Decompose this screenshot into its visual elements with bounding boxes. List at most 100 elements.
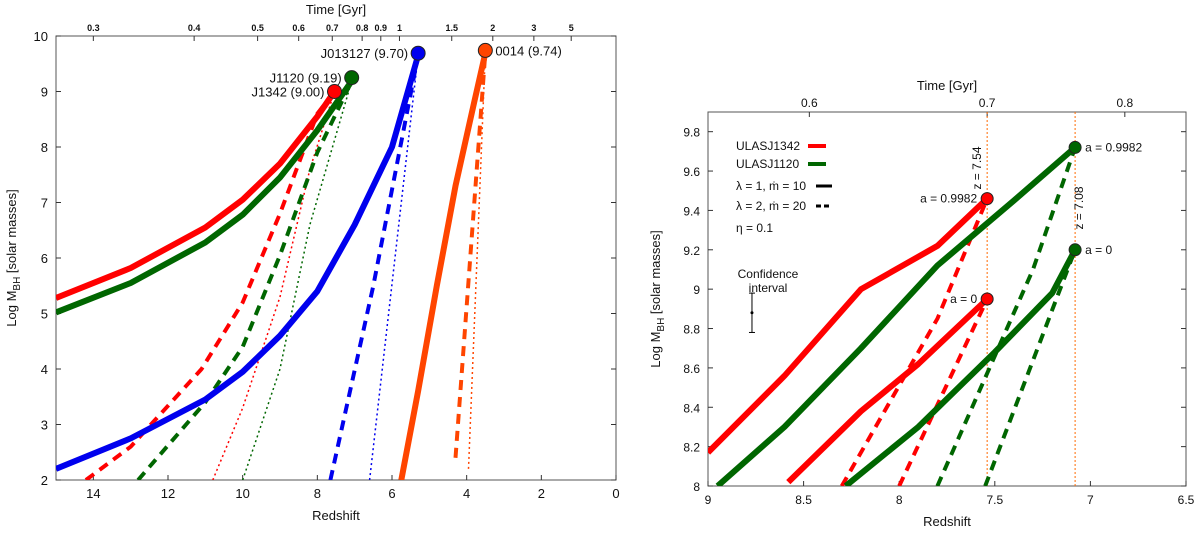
eta-label: η = 0.1 <box>736 221 773 235</box>
y-tick-label: 8 <box>693 480 700 494</box>
x-tick-label: 6.5 <box>1178 493 1195 507</box>
confidence-label: interval <box>749 281 788 295</box>
y-axis-label-sub: BH <box>12 277 23 291</box>
legend-style-label: λ = 2, ṁ = 20 <box>736 199 806 213</box>
series-line-dashed <box>328 55 421 480</box>
marker-label: J1342 (9.00) <box>252 85 325 100</box>
top-tick-label: 0.5 <box>251 23 264 33</box>
marker-label: a = 0 <box>1085 243 1112 257</box>
x-tick-label: 2 <box>538 486 545 501</box>
x-axis-label: Redshift <box>923 514 971 529</box>
series-line-solid <box>708 196 990 455</box>
data-marker <box>477 42 493 58</box>
series-line-dotted <box>212 91 336 480</box>
legend-style-label: λ = 1, ṁ = 10 <box>736 179 806 193</box>
plot-frame <box>707 111 1187 487</box>
data-marker <box>980 192 994 206</box>
series-line-solid <box>56 54 421 472</box>
data-marker <box>980 292 994 306</box>
y-tick-label: 9 <box>693 283 700 297</box>
series-line-dashed <box>897 298 989 486</box>
y-axis-label-tail: [solar masses] <box>648 230 663 317</box>
x-tick-label: 8 <box>314 486 321 501</box>
data-marker <box>327 84 343 99</box>
y-tick-label: 8.6 <box>683 362 700 376</box>
x-tick-label: 8 <box>896 493 903 507</box>
series-line-solid <box>786 296 990 485</box>
y-axis-label-main: Log M <box>648 332 663 368</box>
y-tick-label: 9 <box>41 85 48 100</box>
top-tick-label: 1 <box>397 23 402 33</box>
series-line-dashed <box>84 90 337 480</box>
series-line-dashed <box>983 249 1077 486</box>
x-tick-label: 8.5 <box>795 493 812 507</box>
vline-label: z = 7.54 <box>970 146 984 189</box>
x-tick-label: 10 <box>235 486 249 501</box>
x-tick-label: 12 <box>161 486 175 501</box>
vline-label: z = 7.08 <box>1072 186 1086 229</box>
y-axis-label: Log MBH [solar masses] <box>4 189 23 326</box>
x-tick-label: 6 <box>388 486 395 501</box>
legend-label: ULASJ1120 <box>736 157 799 171</box>
y-tick-label: 3 <box>41 418 48 433</box>
top-tick-label: 0.7 <box>326 23 339 33</box>
top-tick-label: 0.7 <box>979 96 996 110</box>
x-tick-label: 4 <box>463 486 470 501</box>
data-marker <box>1068 140 1082 154</box>
top-axis-label: Time [Gyr] <box>917 78 977 93</box>
y-tick-label: 8.2 <box>683 441 700 455</box>
x-tick-label: 7 <box>1087 493 1094 507</box>
top-tick-label: 0.6 <box>292 23 305 33</box>
top-tick-label: 0.8 <box>1116 96 1133 110</box>
top-tick-label: 2 <box>490 23 495 33</box>
series-line-dashed <box>136 80 354 480</box>
y-tick-label: 6 <box>41 251 48 266</box>
y-axis-label-tail: [solar masses] <box>4 189 19 276</box>
x-tick-label: 0 <box>612 486 619 501</box>
y-tick-label: 7 <box>41 196 48 211</box>
top-tick-label: 3 <box>531 23 536 33</box>
series-line-solid <box>56 79 355 316</box>
y-tick-label: 5 <box>41 307 48 322</box>
marker-label: J013127 (9.70) <box>321 46 408 61</box>
y-tick-label: 2 <box>41 473 48 488</box>
series-group <box>708 145 1078 486</box>
y-axis-label-sub: BH <box>656 318 667 332</box>
confidence-label: Confidence <box>738 267 799 281</box>
y-tick-label: 9.6 <box>683 165 700 179</box>
top-axis-label: Time [Gyr] <box>306 2 366 17</box>
top-tick-label: 0.3 <box>87 23 100 33</box>
confidence-point <box>750 311 754 315</box>
series-line-dotted <box>467 53 487 469</box>
y-tick-label: 4 <box>41 362 48 377</box>
marker-label: a = 0.9982 <box>920 192 977 206</box>
y-tick-label: 9.4 <box>683 204 700 218</box>
data-marker <box>1068 243 1082 257</box>
series-line-dotted <box>241 80 353 480</box>
marker-label: a = 0.9982 <box>1085 140 1142 154</box>
x-tick-label: 9 <box>705 493 712 507</box>
top-tick-label: 0.6 <box>801 96 818 110</box>
y-tick-label: 8.4 <box>683 401 700 415</box>
y-tick-label: 9.2 <box>683 244 700 258</box>
y-tick-label: 8 <box>41 140 48 155</box>
top-tick-label: 5 <box>569 23 574 33</box>
top-tick-label: 0.4 <box>188 23 201 33</box>
x-tick-label: 7.5 <box>986 493 1003 507</box>
top-tick-label: 0.9 <box>375 23 388 33</box>
y-axis-label-main: Log M <box>4 291 19 327</box>
series-line-dotted <box>368 55 419 480</box>
legend-label: ULASJ1342 <box>736 139 800 153</box>
series-line-solid <box>56 89 337 301</box>
series-group <box>56 52 489 480</box>
data-marker <box>344 70 360 86</box>
marker-label: J1120 (9.19) <box>270 71 342 86</box>
series-line-solid <box>715 145 1078 486</box>
marker-label: a = 0 <box>950 292 977 306</box>
series-line-solid <box>398 52 489 480</box>
y-axis-label: Log MBH [solar masses] <box>648 230 667 367</box>
series-line-solid <box>843 248 1078 486</box>
y-tick-label: 10 <box>34 29 48 44</box>
